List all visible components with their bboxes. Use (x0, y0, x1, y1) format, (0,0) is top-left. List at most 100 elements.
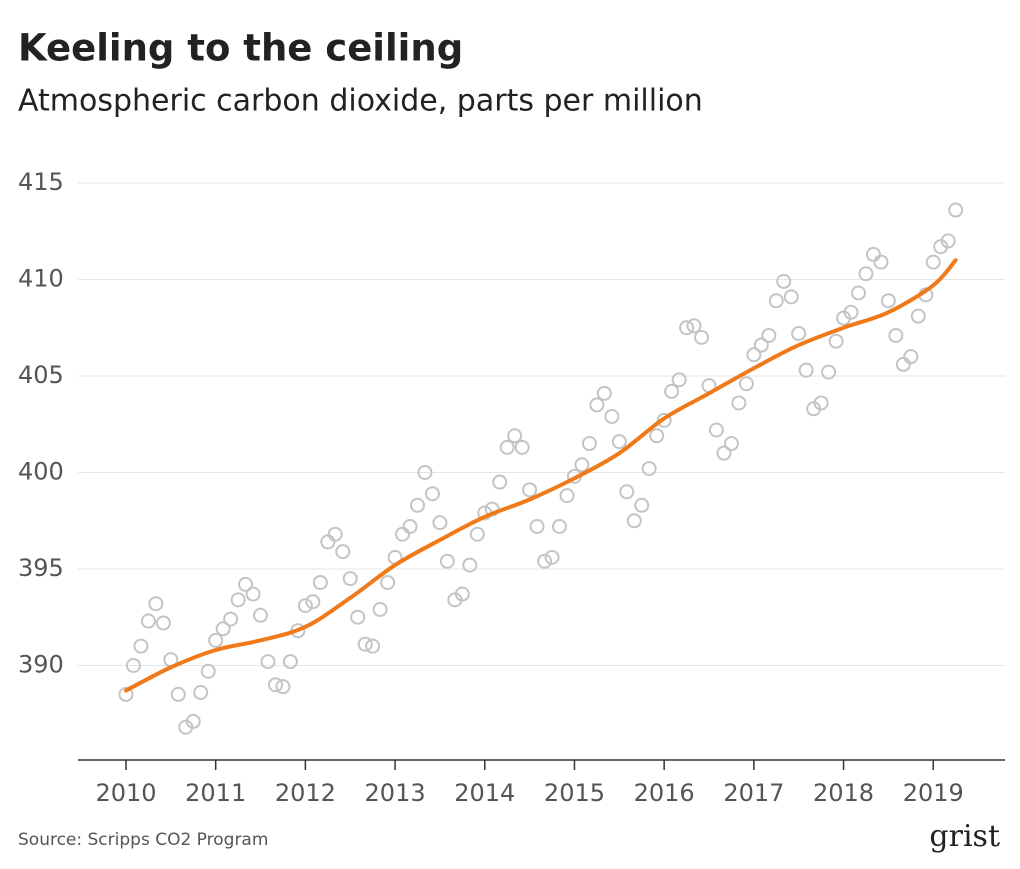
y-tick-label: 395 (18, 554, 64, 582)
data-point (925, 254, 941, 270)
x-tick-label: 2018 (813, 779, 874, 807)
data-point (529, 518, 545, 534)
data-point (409, 497, 425, 513)
data-point (492, 474, 508, 490)
y-tick-label: 410 (18, 264, 64, 292)
data-point (888, 327, 904, 343)
data-point (402, 518, 418, 534)
data-point (238, 576, 254, 592)
data-point (768, 293, 784, 309)
data-point (641, 461, 657, 477)
data-point (858, 266, 874, 282)
data-point (671, 372, 687, 388)
data-point (940, 233, 956, 249)
x-tick-label: 2017 (723, 779, 784, 807)
data-point (604, 408, 620, 424)
data-point (342, 571, 358, 587)
data-point (589, 397, 605, 413)
data-point (499, 439, 515, 455)
data-point (312, 574, 328, 590)
data-point (193, 684, 209, 700)
y-tick-label: 415 (18, 168, 64, 196)
data-point (395, 526, 411, 542)
data-point (574, 457, 590, 473)
data-point (200, 663, 216, 679)
data-point (753, 337, 769, 353)
data-point (656, 412, 672, 428)
data-point (118, 686, 134, 702)
data-point (716, 445, 732, 461)
x-tick-label: 2016 (634, 779, 695, 807)
data-point (761, 327, 777, 343)
data-point (544, 549, 560, 565)
data-point (694, 329, 710, 345)
x-tick-label: 2010 (95, 779, 156, 807)
y-tick-label: 400 (18, 457, 64, 485)
data-point (185, 713, 201, 729)
data-point (148, 596, 164, 612)
data-point (208, 632, 224, 648)
data-point (372, 601, 388, 617)
logo: grist (929, 819, 1000, 854)
chart-subtitle: Atmospheric carbon dioxide, parts per mi… (18, 84, 703, 119)
data-point (170, 686, 186, 702)
trend-line (123, 258, 958, 693)
data-point (664, 383, 680, 399)
data-point (851, 285, 867, 301)
x-tick-label: 2012 (275, 779, 336, 807)
data-point (828, 333, 844, 349)
data-point (320, 534, 336, 550)
data-point (230, 592, 246, 608)
data-point (275, 679, 291, 695)
data-point (133, 638, 149, 654)
data-point (282, 654, 298, 670)
data-point (783, 289, 799, 305)
x-tick-label: 2015 (544, 779, 605, 807)
data-point (417, 464, 433, 480)
data-point (260, 654, 276, 670)
data-point (335, 544, 351, 560)
data-point (297, 598, 313, 614)
data-point (948, 202, 964, 218)
source: Source: Scripps CO2 Program (18, 830, 268, 850)
data-point (791, 326, 807, 342)
data-point (522, 482, 538, 498)
data-point (619, 484, 635, 500)
data-point (776, 273, 792, 289)
data-point (380, 574, 396, 590)
data-point (708, 422, 724, 438)
data-point (253, 607, 269, 623)
data-point (365, 638, 381, 654)
data-point (559, 488, 575, 504)
data-point (895, 356, 911, 372)
data-point (813, 395, 829, 411)
chart-title: Keeling to the ceiling (18, 27, 463, 70)
data-point (125, 657, 141, 673)
data-point (634, 497, 650, 513)
data-point (798, 362, 814, 378)
data-point (507, 428, 523, 444)
x-tick-label: 2014 (454, 779, 515, 807)
data-point (245, 586, 261, 602)
data-point (215, 621, 231, 637)
data-point (649, 428, 665, 444)
x-tick-label: 2013 (365, 779, 426, 807)
data-point (305, 594, 321, 610)
data-point (268, 677, 284, 693)
data-point (155, 615, 171, 631)
data-point (223, 611, 239, 627)
data-point (424, 486, 440, 502)
data-point (626, 513, 642, 529)
data-point (454, 586, 470, 602)
data-point (873, 254, 889, 270)
x-tick-label: 2011 (185, 779, 246, 807)
data-point (843, 304, 859, 320)
data-point (439, 553, 455, 569)
data-point (462, 557, 478, 573)
x-tick-label: 2019 (903, 779, 964, 807)
data-point (738, 376, 754, 392)
data-point (686, 318, 702, 334)
data-point (514, 439, 530, 455)
data-point (596, 385, 612, 401)
